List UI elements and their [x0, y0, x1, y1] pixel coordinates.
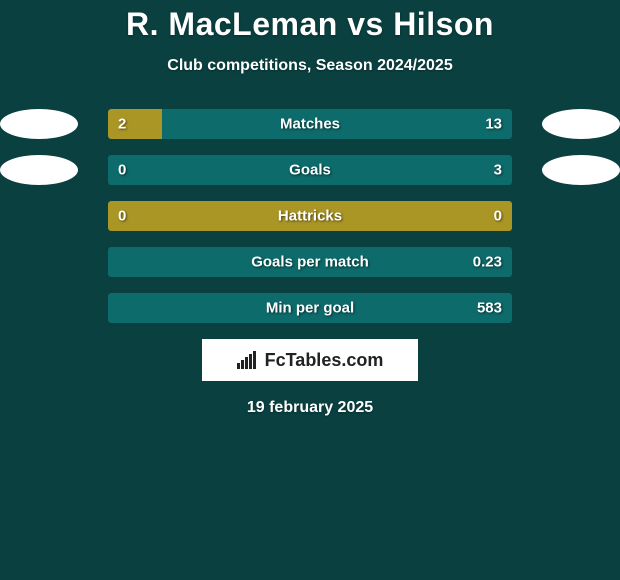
- stats-list: 2 Matches 13 0 Goals 3 0 Hattricks 0 Goals per ma…: [0, 109, 620, 323]
- branding-badge: FcTables.com: [202, 339, 418, 381]
- stat-bar: 2 Matches 13: [108, 109, 512, 139]
- stat-label: Min per goal: [266, 300, 354, 317]
- branding-text: FcTables.com: [265, 350, 384, 371]
- stat-label: Goals: [289, 162, 331, 179]
- bar-left-fill: [108, 109, 162, 139]
- stat-right-value: 0.23: [473, 254, 502, 271]
- page-title: R. MacLeman vs Hilson: [0, 6, 620, 43]
- logo-spacer: [0, 247, 78, 277]
- page-subtitle: Club competitions, Season 2024/2025: [0, 57, 620, 75]
- logo-spacer: [542, 201, 620, 231]
- stat-row: Min per goal 583: [0, 293, 620, 323]
- stat-bar: 0 Goals 3: [108, 155, 512, 185]
- stat-right-value: 13: [485, 116, 502, 133]
- stat-bar: Min per goal 583: [108, 293, 512, 323]
- logo-spacer: [0, 201, 78, 231]
- stat-right-value: 583: [477, 300, 502, 317]
- logo-spacer: [0, 293, 78, 323]
- bar-chart-icon: [237, 351, 259, 369]
- stat-label: Matches: [280, 116, 340, 133]
- date-text: 19 february 2025: [0, 399, 620, 417]
- stat-row: 0 Goals 3: [0, 155, 620, 185]
- stat-right-value: 3: [494, 162, 502, 179]
- player-right-logo: [542, 109, 620, 139]
- stat-bar: 0 Hattricks 0: [108, 201, 512, 231]
- stat-left-value: 2: [118, 116, 126, 133]
- logo-spacer: [542, 293, 620, 323]
- logo-spacer: [542, 247, 620, 277]
- comparison-infographic: R. MacLeman vs Hilson Club competitions,…: [0, 0, 620, 417]
- stat-row: 2 Matches 13: [0, 109, 620, 139]
- stat-right-value: 0: [494, 208, 502, 225]
- player-left-logo: [0, 109, 78, 139]
- player-right-logo: [542, 155, 620, 185]
- stat-row: 0 Hattricks 0: [0, 201, 620, 231]
- stat-bar: Goals per match 0.23: [108, 247, 512, 277]
- stat-label: Hattricks: [278, 208, 342, 225]
- stat-left-value: 0: [118, 162, 126, 179]
- player-left-logo: [0, 155, 78, 185]
- stat-label: Goals per match: [251, 254, 369, 271]
- stat-row: Goals per match 0.23: [0, 247, 620, 277]
- stat-left-value: 0: [118, 208, 126, 225]
